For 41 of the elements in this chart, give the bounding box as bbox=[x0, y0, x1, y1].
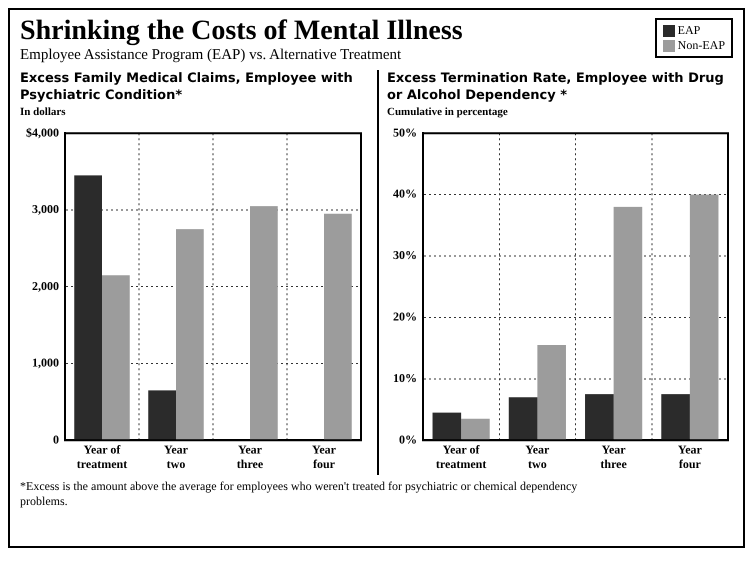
legend-label: Non-EAP bbox=[678, 38, 725, 53]
x-tick-label: Year of treatment bbox=[436, 442, 486, 471]
bar bbox=[614, 206, 642, 440]
x-tick-label: Year two bbox=[164, 442, 189, 471]
bar bbox=[690, 194, 718, 440]
x-tick-label: Year of treatment bbox=[76, 442, 128, 471]
chart-title: Shrinking the Costs of Mental Illness bbox=[20, 15, 463, 46]
y-tick-label: 30% bbox=[393, 248, 417, 262]
bar bbox=[537, 345, 566, 440]
y-axis-title: Cumulative in percentage bbox=[387, 106, 509, 118]
bar bbox=[324, 214, 352, 440]
bar bbox=[461, 418, 490, 440]
x-tick-label: Year four bbox=[678, 442, 703, 471]
y-tick-label: 10% bbox=[393, 370, 417, 385]
bar bbox=[102, 275, 130, 440]
bar bbox=[176, 229, 204, 440]
x-axis-title: Excess Termination Rate, Employee with Drug or Alcohol Dependency * bbox=[387, 70, 725, 105]
y-tick-label: 2,000 bbox=[32, 278, 59, 293]
y-tick-label: 1,000 bbox=[32, 356, 59, 370]
x-tick-label: Year two bbox=[525, 442, 550, 471]
bar bbox=[148, 390, 176, 440]
x-tick-label: Year four bbox=[312, 442, 337, 471]
bar bbox=[508, 397, 538, 440]
y-tick-label: 3,000 bbox=[32, 202, 59, 216]
y-tick-label: 20% bbox=[393, 309, 417, 324]
y-axis-title: In dollars bbox=[20, 106, 67, 118]
bar bbox=[432, 412, 462, 440]
bar bbox=[585, 394, 614, 440]
x-tick-label: Year three bbox=[236, 442, 264, 471]
text: *Excess is the amount above the average for employees who weren't treated for psychiatric or chemical dependency problems. bbox=[20, 479, 578, 509]
legend-label: EAP bbox=[678, 23, 700, 38]
y-tick-label: 0 bbox=[53, 432, 59, 446]
y-tick-label: $4,000 bbox=[26, 125, 59, 140]
y-tick-label: 40% bbox=[393, 186, 417, 201]
y-tick-label: 50% bbox=[393, 125, 417, 140]
x-axis-title: Excess Family Medical Claims, Employee with Psychiatric Condition* bbox=[20, 70, 354, 105]
chart-subtitle: Employee Assistance Program (EAP) vs. Alternative Treatment bbox=[20, 47, 402, 63]
x-tick-label: Year three bbox=[600, 442, 628, 471]
bar bbox=[661, 394, 690, 440]
y-tick-label: 0% bbox=[399, 432, 417, 446]
bar bbox=[250, 206, 278, 440]
